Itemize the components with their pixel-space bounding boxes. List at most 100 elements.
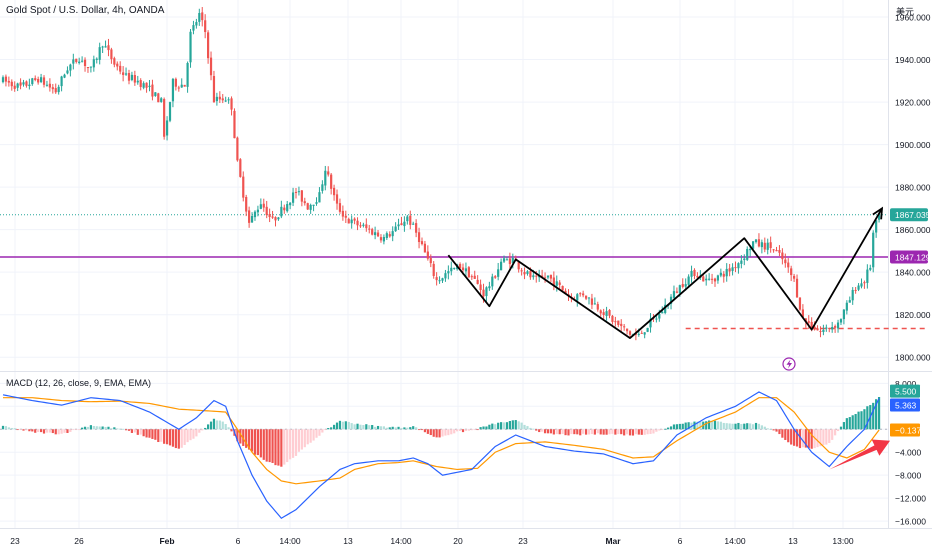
candle-body <box>283 207 286 211</box>
macd-histogram-bar <box>658 429 661 431</box>
candle-body <box>397 224 400 227</box>
candle-body <box>16 83 19 88</box>
candle-body <box>186 63 189 87</box>
macd-histogram-bar <box>104 426 107 430</box>
candle-body <box>461 267 465 271</box>
candle-body <box>403 221 406 227</box>
macd-histogram-bar <box>183 429 186 445</box>
candle-body <box>72 59 75 64</box>
macd-tick-label: −8.000 <box>895 471 922 481</box>
macd-histogram-bar <box>335 422 339 430</box>
macd-histogram-bar <box>760 425 763 430</box>
candle-body <box>245 196 248 212</box>
time-tick-label: Feb <box>159 536 174 546</box>
candle-body <box>857 285 860 290</box>
candle-body <box>467 267 470 278</box>
macd-histogram-bar <box>839 426 843 430</box>
macd-histogram-bar <box>570 429 573 435</box>
macd-value-badge-text: −0.137 <box>895 426 922 436</box>
candle-body <box>453 267 456 269</box>
macd-histogram-bar <box>318 429 321 436</box>
macd-histogram-bar <box>836 429 840 432</box>
candle-body <box>324 170 327 186</box>
candle-body <box>291 192 295 203</box>
macd-histogram-bar <box>271 429 274 463</box>
macd-histogram-bar <box>681 423 684 430</box>
macd-histogram-bar <box>611 429 614 434</box>
macd-histogram-bar <box>297 429 301 452</box>
price-tick-label: 1940.000 <box>895 55 931 65</box>
macd-histogram-bar <box>781 429 784 438</box>
macd-histogram-bar <box>754 422 758 430</box>
candle-body <box>250 215 254 223</box>
candle-body <box>341 210 344 217</box>
time-tick-label: 23 <box>10 536 20 546</box>
candle-body <box>201 12 204 21</box>
candle-body <box>177 87 180 89</box>
macd-histogram-bar <box>397 426 400 430</box>
candle-body <box>751 241 755 249</box>
macd-histogram-bar <box>127 429 131 431</box>
candle-body <box>212 75 216 103</box>
macd-histogram-bar <box>215 420 218 430</box>
candle-body <box>259 204 262 209</box>
macd-histogram-bar <box>587 429 591 435</box>
macd-histogram-bar <box>549 429 553 434</box>
macd-histogram-bar <box>379 426 383 430</box>
macd-histogram-bar <box>332 424 336 430</box>
candle-body <box>643 332 646 335</box>
macd-histogram-bar <box>473 429 476 431</box>
macd-histogram-bar <box>250 429 254 452</box>
macd-histogram-bar <box>248 429 251 450</box>
macd-histogram-bar <box>368 425 371 430</box>
candle-body <box>763 242 766 250</box>
candle-body <box>104 46 107 48</box>
candle-body <box>306 203 309 210</box>
macd-tick-label: −4.000 <box>895 448 922 458</box>
macd-histogram-bar <box>842 422 846 430</box>
macd-histogram-bar <box>124 429 128 431</box>
macd-histogram-bar <box>142 429 145 437</box>
candle-body <box>412 223 415 225</box>
candle-body <box>860 283 863 287</box>
macd-histogram-bar <box>511 420 514 430</box>
price-tick-label: 1920.000 <box>895 98 931 108</box>
macd-histogram-bar <box>1 425 5 430</box>
macd-histogram-bar <box>171 429 175 447</box>
macd-histogram-bar <box>195 429 198 437</box>
macd-histogram-bar <box>631 429 635 436</box>
candle-body <box>587 297 591 299</box>
candle-body <box>300 190 303 202</box>
macd-histogram-bar <box>822 429 825 445</box>
macd-histogram-bar <box>438 429 441 438</box>
macd-histogram-bar <box>154 429 157 440</box>
time-tick-label: Mar <box>605 536 621 546</box>
macd-histogram-bar <box>737 422 740 430</box>
macd-histogram-bar <box>72 429 75 431</box>
macd-histogram-bar <box>810 429 813 449</box>
candle-body <box>274 217 277 221</box>
macd-value-badge-text: 5.363 <box>895 400 917 410</box>
macd-histogram-bar <box>450 429 453 435</box>
candle-body <box>696 275 699 278</box>
macd-histogram-bar <box>576 429 579 435</box>
candle-body <box>409 215 412 225</box>
candle-body <box>51 87 54 90</box>
macd-histogram-bar <box>875 399 878 430</box>
candle-body <box>379 237 383 241</box>
candle-body <box>464 268 468 272</box>
macd-histogram-bar <box>678 423 681 430</box>
macd-histogram-bar <box>75 429 78 431</box>
candle-body <box>236 137 239 161</box>
candle-body <box>124 73 128 75</box>
macd-histogram-bar <box>590 429 594 435</box>
macd-histogram-bar <box>136 429 139 435</box>
candle-body <box>869 267 872 270</box>
macd-histogram-bar <box>749 423 752 430</box>
candle-body <box>582 293 585 296</box>
macd-histogram-bar <box>687 422 690 430</box>
candle-body <box>286 204 289 212</box>
candle-body <box>394 226 397 232</box>
time-tick-label: 13 <box>343 536 353 546</box>
